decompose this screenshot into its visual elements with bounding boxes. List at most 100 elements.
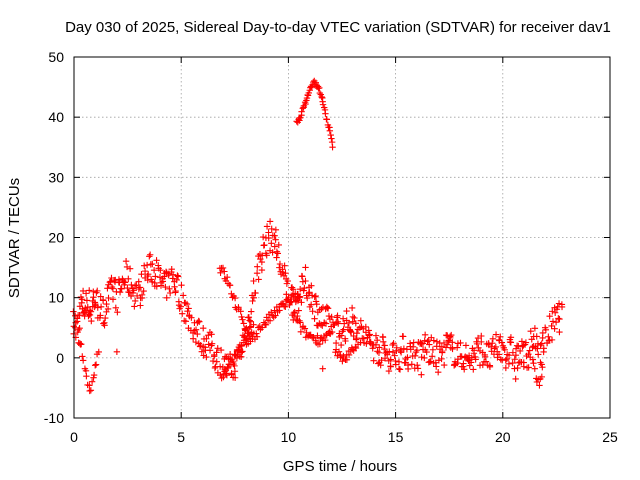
data-point xyxy=(242,336,249,344)
data-point xyxy=(238,353,245,360)
data-point xyxy=(498,339,506,346)
data-point xyxy=(312,298,320,305)
data-points xyxy=(70,77,566,395)
data-point xyxy=(302,100,309,108)
data-point xyxy=(411,352,419,359)
data-point xyxy=(311,293,318,301)
data-point xyxy=(339,315,347,322)
data-point xyxy=(135,285,143,293)
data-point xyxy=(530,359,537,367)
data-point xyxy=(243,325,250,332)
data-point xyxy=(378,356,385,364)
data-point xyxy=(319,101,327,108)
data-point xyxy=(140,287,147,295)
data-point xyxy=(526,347,533,354)
data-point xyxy=(86,387,93,395)
data-point xyxy=(73,315,81,322)
data-point xyxy=(92,361,100,368)
data-point xyxy=(461,366,468,373)
data-point xyxy=(130,287,137,294)
data-point xyxy=(138,294,146,302)
data-point xyxy=(273,254,280,261)
data-point xyxy=(90,288,97,295)
data-point xyxy=(438,349,446,356)
data-point xyxy=(290,286,297,293)
data-point xyxy=(131,282,139,289)
data-point xyxy=(311,315,318,322)
data-point xyxy=(343,356,351,363)
data-point xyxy=(135,278,142,285)
data-point xyxy=(213,358,220,365)
data-point xyxy=(551,325,558,332)
data-point xyxy=(195,317,202,325)
data-point xyxy=(382,349,389,357)
data-point xyxy=(539,364,546,371)
data-point xyxy=(223,273,231,281)
data-point xyxy=(272,312,279,319)
data-point xyxy=(467,359,475,366)
data-point xyxy=(478,338,485,346)
data-point xyxy=(169,271,177,278)
data-point xyxy=(248,308,255,315)
y-tick-label: 30 xyxy=(48,169,64,185)
data-point xyxy=(349,318,356,325)
data-point xyxy=(546,312,553,320)
data-point xyxy=(122,257,130,265)
data-point xyxy=(174,272,181,279)
data-point xyxy=(334,312,341,319)
data-point xyxy=(527,328,534,335)
data-point xyxy=(372,332,380,339)
data-point xyxy=(259,233,267,241)
data-point xyxy=(428,353,436,360)
data-point xyxy=(500,344,507,352)
data-point xyxy=(438,355,445,363)
data-point xyxy=(470,347,478,354)
data-point xyxy=(114,308,121,316)
data-point xyxy=(390,340,397,347)
data-point xyxy=(231,368,239,375)
data-point xyxy=(236,346,244,354)
data-point xyxy=(163,294,170,301)
data-point xyxy=(189,335,197,342)
data-point xyxy=(102,314,109,322)
data-point xyxy=(525,364,532,371)
data-point xyxy=(144,276,151,284)
data-point xyxy=(268,240,275,247)
data-point xyxy=(462,342,470,349)
data-point xyxy=(153,283,160,290)
data-point xyxy=(301,284,308,292)
data-point xyxy=(194,330,201,338)
data-point xyxy=(537,341,544,349)
data-point xyxy=(489,335,497,343)
data-point xyxy=(157,267,164,274)
data-point xyxy=(261,320,269,328)
data-point xyxy=(252,289,259,297)
data-point xyxy=(121,279,129,286)
data-point xyxy=(271,243,278,250)
data-point xyxy=(266,317,274,324)
data-point xyxy=(226,282,234,289)
data-point xyxy=(208,340,216,347)
data-point xyxy=(265,229,272,236)
data-point xyxy=(299,273,306,280)
data-point xyxy=(216,363,224,370)
data-point xyxy=(254,263,261,270)
data-point xyxy=(391,352,398,359)
data-point xyxy=(83,297,91,304)
data-point xyxy=(434,368,442,376)
data-point xyxy=(179,310,186,317)
data-point xyxy=(87,387,95,394)
data-point xyxy=(379,333,386,340)
data-point xyxy=(156,274,164,281)
data-point xyxy=(276,307,283,314)
data-point xyxy=(173,276,180,284)
data-point xyxy=(185,305,192,312)
data-point xyxy=(302,277,309,285)
data-point xyxy=(509,359,516,367)
data-point xyxy=(140,262,148,269)
data-point xyxy=(511,356,518,363)
data-point xyxy=(205,341,212,348)
data-point xyxy=(385,367,393,375)
data-point xyxy=(329,143,336,151)
data-point xyxy=(430,337,438,344)
